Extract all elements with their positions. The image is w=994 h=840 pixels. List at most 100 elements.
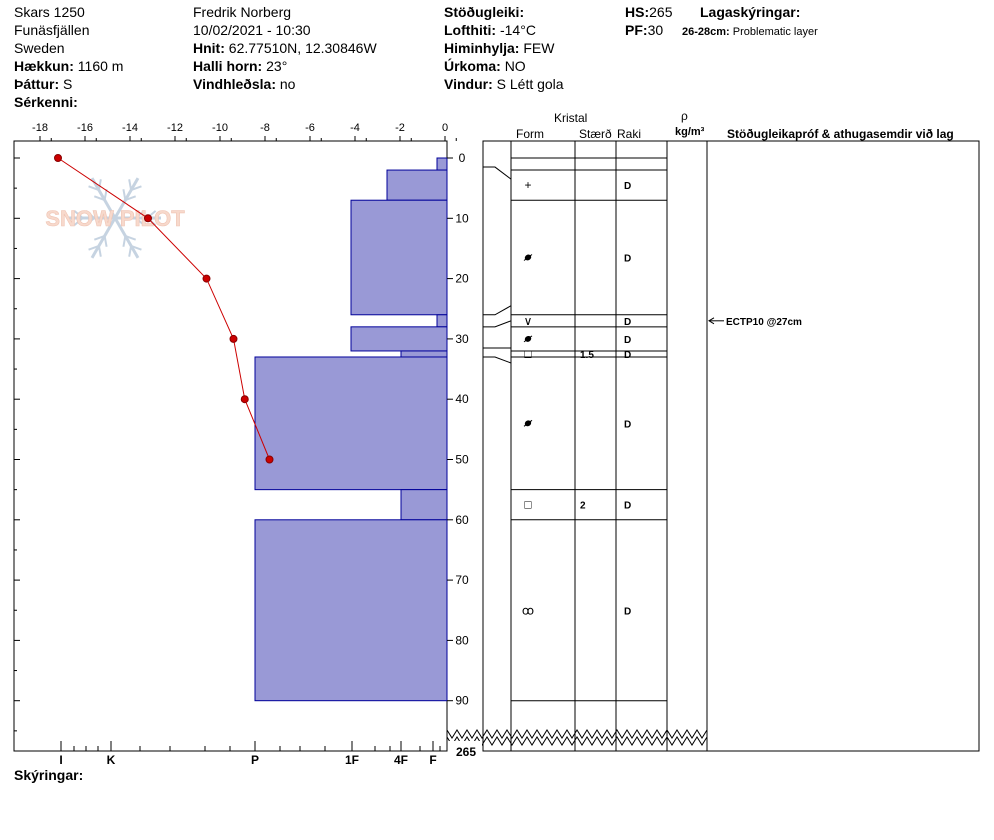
features-label: Sérkenni: xyxy=(14,94,78,110)
precip-row: Úrkoma: NO xyxy=(444,58,526,74)
depth-axis-label: 70 xyxy=(455,573,469,587)
slope-value: 23° xyxy=(266,58,288,74)
depth-axis-label: 10 xyxy=(455,211,469,225)
hardness-bar xyxy=(350,199,448,316)
layer-form-symbol: □ xyxy=(524,498,531,512)
temp-axis-label: -10 xyxy=(212,122,228,134)
precip-label: Úrkoma: xyxy=(444,58,501,74)
layer-moisture: D xyxy=(624,350,631,361)
layer-moisture: D xyxy=(624,181,631,192)
hardness-bar xyxy=(400,489,448,521)
site-name: Skars 1250 xyxy=(14,4,85,20)
snowflake-branch xyxy=(93,195,105,202)
observation-datetime: 10/02/2021 - 10:30 xyxy=(193,22,311,38)
temperature-line xyxy=(57,157,270,460)
wind-label: Vindur: xyxy=(444,76,493,92)
slope-row: Halli horn: 23° xyxy=(193,58,287,74)
depth-axis-label: 0 xyxy=(459,151,466,165)
layer-notes-label: Lagaskýringar: xyxy=(700,4,801,20)
snowflake-branch xyxy=(97,179,102,191)
snowflake-branch xyxy=(130,244,142,251)
temperature-point xyxy=(144,214,152,223)
layer-connector xyxy=(483,320,512,328)
coords-row: Hnit: 62.77510N, 12.30846W xyxy=(193,40,377,56)
hardness-bar xyxy=(436,314,448,328)
slope-label: Halli horn: xyxy=(193,58,263,74)
airtemp-label: Lofthiti: xyxy=(444,22,497,38)
snowflake-arm xyxy=(113,177,140,219)
crystal-header: Kristal xyxy=(554,111,588,125)
form-header: Form xyxy=(516,127,544,141)
coords-value: 62.77510N, 12.30846W xyxy=(228,40,377,56)
coords-label: Hnit: xyxy=(193,40,225,56)
hardness-scale-label: P xyxy=(251,753,259,767)
layer-size: 1.5 xyxy=(580,350,594,361)
area-name: Funäsfjällen xyxy=(14,22,90,38)
depth-axis-bottom-label: 265 xyxy=(456,745,476,759)
layer-form-symbol: □ xyxy=(524,347,531,361)
hardness-bar xyxy=(254,519,448,702)
airtemp-row: Lofthiti: -14°C xyxy=(444,22,536,38)
layer-form-symbol: + xyxy=(524,178,531,192)
temp-axis-label: -12 xyxy=(167,122,183,134)
temp-axis-label: -14 xyxy=(122,122,138,134)
layer-form-icon-stroke xyxy=(523,419,533,427)
hardness-bar xyxy=(400,350,448,358)
hardness-scale-label: K xyxy=(107,753,116,767)
temp-axis-label: -4 xyxy=(350,122,360,134)
wind-row: Vindur: S Létt gola xyxy=(444,76,564,92)
snowflake-branch xyxy=(103,189,108,201)
hardness-scale-label: 4F xyxy=(394,753,408,767)
hardness-bar xyxy=(386,169,448,201)
snowflake-arm xyxy=(90,177,117,219)
pf-value: 30 xyxy=(647,22,664,38)
temp-axis-label: 0 xyxy=(442,122,448,134)
moisture-header: Raki xyxy=(617,127,642,141)
temp-axis-label: -8 xyxy=(260,122,270,134)
layer-table-frame xyxy=(482,140,980,752)
temperature-point xyxy=(54,154,62,162)
stability-label: Stöðugleiki: xyxy=(444,4,525,20)
aspect-row: Þáttur: S xyxy=(14,76,72,92)
sky-row: Himinhylja: FEW xyxy=(444,40,554,56)
snowflake-branch xyxy=(135,210,145,219)
country-name: Sweden xyxy=(14,40,65,56)
aspect-value: S xyxy=(63,76,73,92)
pf-row: PF:30 xyxy=(625,22,663,38)
temp-axis-label: -18 xyxy=(32,122,48,134)
hardness-scale-label: I xyxy=(59,753,62,767)
stability-test-label: ECTP10 @27cm xyxy=(726,317,802,328)
temperature-point xyxy=(229,334,238,343)
depth-axis-label: 50 xyxy=(455,453,469,467)
layer-note-text: Problematic layer xyxy=(732,26,818,38)
hs-value: 265 xyxy=(649,4,673,20)
layer-size: 2 xyxy=(580,501,586,512)
snowpilot-watermark: SNOW PILOT xyxy=(45,177,186,259)
temperature-point xyxy=(240,395,249,404)
rho-header: ρ xyxy=(681,109,688,123)
layer-connector xyxy=(483,305,512,316)
snowflake-branch xyxy=(122,235,127,247)
hs-label: HS: xyxy=(625,4,650,20)
hardness-scale-label: F xyxy=(429,753,436,767)
precip-value: NO xyxy=(504,58,526,74)
hardness-bar xyxy=(436,157,448,171)
snowflake-branch xyxy=(135,217,145,226)
windload-row: Vindhleðsla: no xyxy=(193,76,295,92)
snowflake-branch xyxy=(97,245,102,257)
snowflake-branch xyxy=(88,244,100,251)
depth-axis-label: 20 xyxy=(455,272,469,286)
depth-axis-label: 40 xyxy=(455,392,469,406)
temperature-point xyxy=(202,274,211,283)
temp-axis-label: -2 xyxy=(395,122,405,134)
layer-moisture: D xyxy=(624,317,631,328)
snowflake-branch xyxy=(128,179,133,191)
airtemp-value: -14°C xyxy=(499,22,536,38)
aspect-label: Þáttur: xyxy=(14,76,60,92)
windload-label: Vindhleðsla: xyxy=(193,76,276,92)
layer-note: 26-28cm: Problematic layer xyxy=(682,24,818,40)
layer-form-icon-stroke xyxy=(523,254,533,261)
layer-form-symbol: ∨ xyxy=(524,314,533,328)
depth-break-zigzag xyxy=(446,736,708,746)
